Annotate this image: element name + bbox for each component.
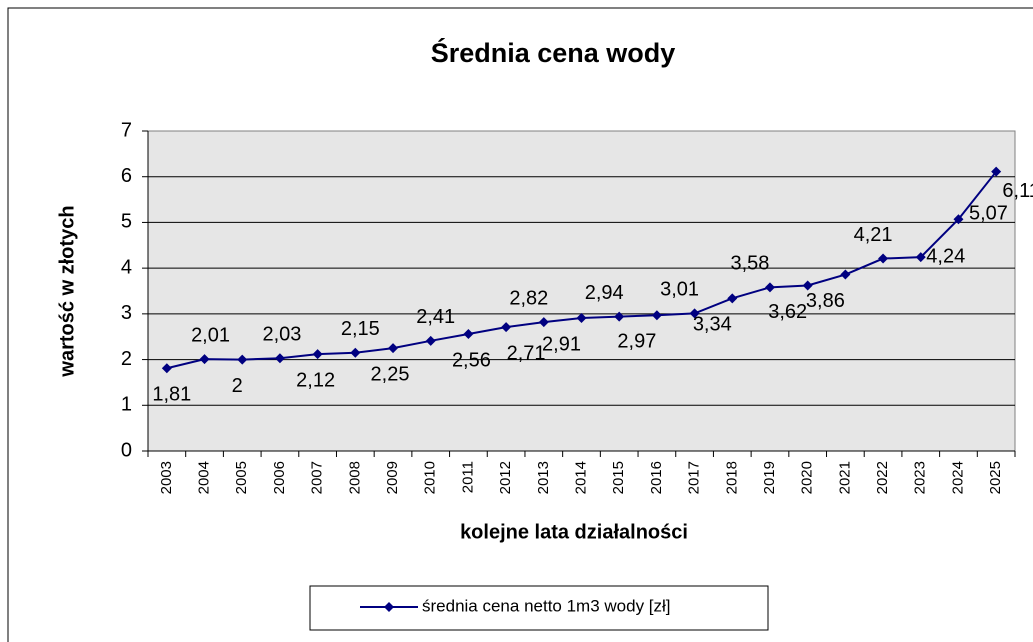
x-tick-label: 2017 — [686, 461, 703, 494]
x-tick-label: 2004 — [196, 461, 213, 494]
x-tick-label: 2006 — [271, 461, 288, 494]
x-tick-label: 2024 — [949, 461, 966, 494]
data-label: 6,11 — [1002, 180, 1033, 202]
plot-area — [147, 130, 1016, 452]
data-point — [312, 349, 323, 360]
x-tick-label: 2011 — [459, 461, 476, 493]
data-label: 4,21 — [854, 224, 893, 246]
x-tick-label: 2013 — [535, 461, 552, 494]
data-label: 4,24 — [926, 245, 965, 267]
x-tick-label: 2008 — [346, 461, 363, 494]
data-label: 2 — [232, 375, 243, 397]
data-point — [614, 311, 625, 322]
data-label: 2,94 — [585, 282, 624, 304]
data-label: 3,01 — [660, 279, 699, 301]
data-point — [501, 322, 512, 333]
x-tick-label: 2016 — [648, 461, 665, 494]
y-tick-label: 6 — [121, 165, 132, 187]
x-tick-label: 2005 — [233, 461, 250, 494]
x-tick-label: 2020 — [799, 461, 816, 494]
data-point — [991, 166, 1002, 177]
data-point — [576, 312, 587, 323]
data-point — [651, 310, 662, 321]
data-label: 2,97 — [617, 331, 656, 353]
x-tick-label: 2014 — [572, 461, 589, 494]
data-label: 2,56 — [452, 349, 491, 371]
x-tick-label: 2003 — [158, 461, 175, 494]
data-point — [350, 347, 361, 358]
data-point — [237, 354, 248, 365]
y-tick-label: 4 — [121, 256, 132, 278]
data-point — [878, 253, 889, 264]
data-point — [161, 363, 172, 374]
data-point — [199, 354, 210, 365]
x-tick-label: 2023 — [912, 461, 929, 494]
data-point — [388, 343, 399, 354]
data-point — [689, 308, 700, 319]
data-point — [727, 293, 738, 304]
x-axis-label: kolejne lata działalności — [460, 521, 688, 543]
legend-marker — [384, 602, 394, 612]
y-tick-label: 3 — [121, 302, 132, 324]
data-point — [915, 252, 926, 263]
x-tick-label: 2018 — [723, 461, 740, 494]
data-point — [463, 328, 474, 339]
data-label: 3,58 — [731, 253, 770, 275]
data-label: 3,86 — [806, 290, 845, 312]
x-tick-label: 2010 — [422, 461, 439, 494]
data-label: 2,41 — [416, 306, 455, 328]
data-label: 2,01 — [191, 324, 230, 346]
data-label: 2,91 — [542, 333, 581, 355]
data-label: 2,15 — [341, 318, 380, 340]
data-point — [764, 282, 775, 293]
data-label: 2,82 — [509, 287, 548, 309]
data-label: 2,71 — [507, 342, 546, 364]
chart-title: Średnia cena wody — [431, 37, 676, 68]
data-point — [274, 353, 285, 364]
y-tick-label: 5 — [121, 211, 132, 233]
data-label: 2,03 — [262, 323, 301, 345]
x-tick-label: 2019 — [761, 461, 778, 494]
data-label: 3,62 — [768, 301, 807, 323]
y-tick-label: 2 — [121, 348, 132, 370]
x-tick-label: 2007 — [309, 461, 326, 494]
x-tick-label: 2022 — [874, 461, 891, 494]
data-point — [538, 317, 549, 328]
x-tick-label: 2025 — [987, 461, 1004, 494]
y-tick-label: 7 — [121, 119, 132, 141]
data-label: 2,25 — [371, 363, 410, 385]
x-tick-label: 2021 — [836, 461, 853, 494]
data-label: 5,07 — [969, 203, 1008, 225]
data-point — [840, 269, 851, 280]
data-label: 2,12 — [296, 369, 335, 391]
data-point — [802, 280, 813, 291]
data-label: 1,81 — [152, 384, 191, 406]
data-point — [425, 335, 436, 346]
x-tick-label: 2009 — [384, 461, 401, 494]
data-point — [953, 214, 964, 225]
x-tick-label: 2015 — [610, 461, 627, 494]
data-label: 3,34 — [693, 314, 732, 336]
x-tick-label: 2012 — [497, 461, 514, 494]
legend-label: średnia cena netto 1m3 wody [zł] — [422, 596, 671, 615]
y-axis-label: wartość w złotych — [56, 205, 78, 377]
y-tick-label: 0 — [121, 439, 132, 461]
y-tick-label: 1 — [121, 394, 132, 416]
